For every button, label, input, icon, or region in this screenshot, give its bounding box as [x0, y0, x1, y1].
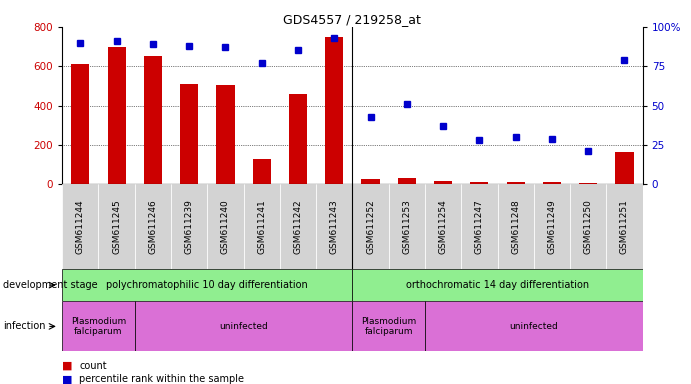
Bar	[352, 184, 388, 269]
Bar	[434, 181, 452, 184]
Text: GSM611239: GSM611239	[184, 199, 193, 254]
Bar	[425, 301, 643, 351]
Text: polychromatophilic 10 day differentiation: polychromatophilic 10 day differentiatio…	[106, 280, 308, 290]
Bar	[462, 184, 498, 269]
Text: GSM611243: GSM611243	[330, 199, 339, 254]
Bar	[316, 184, 352, 269]
Bar	[507, 182, 524, 184]
Bar	[135, 301, 352, 351]
Bar	[289, 94, 307, 184]
Bar	[62, 301, 135, 351]
Text: GSM611240: GSM611240	[221, 199, 230, 254]
Bar	[471, 182, 489, 184]
Bar	[352, 301, 425, 351]
Text: orthochromatic 14 day differentiation: orthochromatic 14 day differentiation	[406, 280, 589, 290]
Bar	[616, 152, 634, 184]
Bar	[207, 184, 243, 269]
Bar	[533, 184, 570, 269]
Text: GSM611246: GSM611246	[149, 199, 158, 254]
Bar	[71, 64, 89, 184]
Text: GSM611248: GSM611248	[511, 199, 520, 254]
Text: GSM611251: GSM611251	[620, 199, 629, 254]
Text: development stage: development stage	[3, 280, 98, 290]
Bar	[361, 179, 379, 184]
Bar	[280, 184, 316, 269]
Text: GSM611253: GSM611253	[402, 199, 411, 254]
Bar	[425, 184, 462, 269]
Text: GSM611241: GSM611241	[257, 199, 266, 254]
Text: count: count	[79, 361, 107, 371]
Bar	[570, 184, 607, 269]
Bar	[543, 182, 561, 184]
Text: GSM611242: GSM611242	[294, 199, 303, 254]
Text: GSM611254: GSM611254	[439, 199, 448, 254]
Bar	[98, 184, 135, 269]
Text: Plasmodium
falciparum: Plasmodium falciparum	[361, 317, 416, 336]
Text: GSM611245: GSM611245	[112, 199, 121, 254]
Bar	[352, 269, 643, 301]
Bar	[171, 184, 207, 269]
Text: ■: ■	[62, 361, 73, 371]
Bar	[388, 184, 425, 269]
Text: GSM611244: GSM611244	[76, 199, 85, 254]
Title: GDS4557 / 219258_at: GDS4557 / 219258_at	[283, 13, 422, 26]
Text: percentile rank within the sample: percentile rank within the sample	[79, 374, 245, 384]
Text: uninfected: uninfected	[219, 322, 268, 331]
Text: ■: ■	[62, 374, 73, 384]
Bar	[253, 159, 271, 184]
Bar	[108, 46, 126, 184]
Bar	[62, 269, 352, 301]
Bar	[135, 184, 171, 269]
Bar	[325, 37, 343, 184]
Text: GSM611252: GSM611252	[366, 199, 375, 254]
Bar	[607, 184, 643, 269]
Bar	[244, 184, 280, 269]
Bar	[180, 84, 198, 184]
Text: GSM611250: GSM611250	[584, 199, 593, 254]
Bar	[498, 184, 533, 269]
Bar	[398, 179, 416, 184]
Text: uninfected: uninfected	[509, 322, 558, 331]
Bar	[144, 56, 162, 184]
Bar	[62, 184, 98, 269]
Text: GSM611247: GSM611247	[475, 199, 484, 254]
Text: Plasmodium
falciparum: Plasmodium falciparum	[71, 317, 126, 336]
Text: infection: infection	[3, 321, 46, 331]
Text: GSM611249: GSM611249	[547, 199, 556, 254]
Bar	[579, 183, 597, 184]
Bar	[216, 85, 234, 184]
